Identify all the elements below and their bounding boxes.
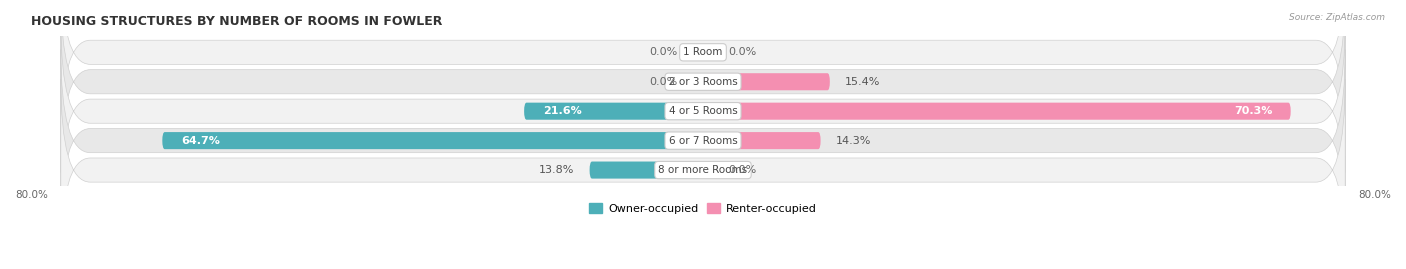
Text: 21.6%: 21.6%	[543, 106, 582, 116]
Text: 70.3%: 70.3%	[1234, 106, 1272, 116]
Text: 14.3%: 14.3%	[835, 136, 870, 146]
Text: 4 or 5 Rooms: 4 or 5 Rooms	[669, 106, 737, 116]
Text: 0.0%: 0.0%	[728, 165, 756, 175]
FancyBboxPatch shape	[60, 20, 1346, 202]
FancyBboxPatch shape	[706, 103, 1291, 120]
FancyBboxPatch shape	[60, 50, 1346, 232]
Legend: Owner-occupied, Renter-occupied: Owner-occupied, Renter-occupied	[585, 199, 821, 218]
Text: 0.0%: 0.0%	[728, 47, 756, 57]
FancyBboxPatch shape	[60, 79, 1346, 261]
Text: 15.4%: 15.4%	[845, 77, 880, 87]
Text: 64.7%: 64.7%	[181, 136, 219, 146]
Text: 0.0%: 0.0%	[650, 77, 678, 87]
FancyBboxPatch shape	[524, 103, 700, 120]
FancyBboxPatch shape	[60, 0, 1346, 143]
FancyBboxPatch shape	[589, 161, 700, 179]
Text: Source: ZipAtlas.com: Source: ZipAtlas.com	[1289, 13, 1385, 22]
FancyBboxPatch shape	[60, 0, 1346, 173]
FancyBboxPatch shape	[706, 132, 821, 149]
Text: 8 or more Rooms: 8 or more Rooms	[658, 165, 748, 175]
Text: HOUSING STRUCTURES BY NUMBER OF ROOMS IN FOWLER: HOUSING STRUCTURES BY NUMBER OF ROOMS IN…	[31, 15, 443, 28]
Text: 2 or 3 Rooms: 2 or 3 Rooms	[669, 77, 737, 87]
Text: 13.8%: 13.8%	[538, 165, 575, 175]
Text: 6 or 7 Rooms: 6 or 7 Rooms	[669, 136, 737, 146]
FancyBboxPatch shape	[706, 73, 830, 90]
Text: 0.0%: 0.0%	[650, 47, 678, 57]
FancyBboxPatch shape	[162, 132, 700, 149]
Text: 1 Room: 1 Room	[683, 47, 723, 57]
